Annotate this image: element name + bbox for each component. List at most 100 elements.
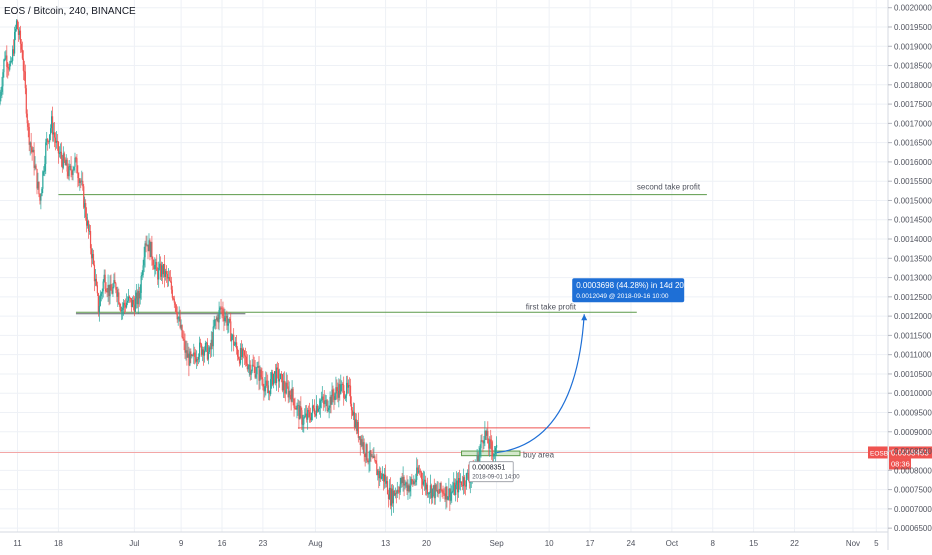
candle-body bbox=[163, 263, 166, 277]
candle-body bbox=[365, 444, 367, 457]
candle-body bbox=[219, 307, 221, 310]
candle-body bbox=[352, 411, 355, 416]
candle-body bbox=[59, 151, 61, 154]
candle-body bbox=[343, 385, 345, 398]
candle-body bbox=[464, 485, 467, 487]
candle-body bbox=[389, 487, 392, 506]
y-tick-label: 0.0013500 bbox=[894, 254, 932, 263]
candle-body bbox=[251, 364, 253, 372]
candle-body bbox=[226, 315, 228, 326]
candle-body bbox=[6, 55, 8, 67]
candle-body bbox=[71, 171, 73, 175]
candle-body bbox=[266, 380, 268, 386]
candle-body bbox=[309, 411, 311, 418]
candle-body bbox=[245, 356, 247, 364]
candle-body bbox=[306, 413, 308, 420]
candle-body bbox=[60, 151, 62, 160]
candle-body bbox=[12, 49, 14, 61]
candle-body bbox=[267, 385, 269, 394]
candle-body bbox=[314, 414, 317, 416]
candle-body bbox=[88, 231, 91, 232]
candle-body bbox=[463, 477, 466, 486]
candle-body bbox=[155, 262, 157, 265]
candle-body bbox=[278, 379, 281, 382]
candle-body bbox=[422, 481, 425, 485]
candle-body bbox=[199, 342, 201, 357]
candle-body bbox=[218, 309, 220, 323]
candle-body bbox=[375, 460, 377, 464]
candle-body bbox=[466, 472, 468, 474]
candle-body bbox=[212, 326, 214, 347]
candle-body bbox=[341, 384, 343, 385]
candle-body bbox=[54, 137, 57, 143]
candle-body bbox=[416, 467, 418, 480]
candle-body bbox=[398, 491, 400, 493]
candle-body bbox=[283, 380, 285, 391]
candle-body bbox=[46, 138, 48, 143]
countdown-badge bbox=[889, 458, 911, 470]
candle-body bbox=[364, 453, 366, 457]
candle-body bbox=[115, 283, 117, 290]
candle-body bbox=[334, 393, 336, 400]
candle-body bbox=[377, 470, 379, 476]
candle-body bbox=[78, 178, 80, 183]
candle-body bbox=[478, 454, 480, 467]
candle-body bbox=[259, 369, 261, 381]
candle-body bbox=[204, 343, 207, 351]
candle-body bbox=[358, 436, 360, 438]
projection-label-line2: 0.0012049 @ 2018-09-16 10:00 bbox=[576, 293, 669, 300]
x-tick-label: Sep bbox=[489, 539, 504, 548]
candle-body bbox=[241, 348, 244, 358]
projection-label-line1: 0.0003698 (44.28%) in 14d 20h bbox=[576, 281, 688, 290]
candle-body bbox=[316, 405, 319, 412]
candle-body bbox=[14, 29, 17, 32]
candle-body bbox=[117, 292, 119, 297]
candle-body bbox=[384, 474, 386, 482]
candle-body bbox=[192, 355, 194, 356]
candle-body bbox=[202, 349, 205, 356]
candle-body bbox=[21, 49, 23, 59]
candle-body bbox=[423, 479, 426, 482]
projection-arrowhead bbox=[581, 314, 588, 321]
candle-body bbox=[311, 405, 314, 413]
candle-body bbox=[43, 171, 45, 173]
x-tick-label: 20 bbox=[422, 539, 431, 548]
candle-body bbox=[320, 400, 322, 401]
candle-body bbox=[171, 289, 173, 298]
candle-body bbox=[373, 456, 375, 458]
candle-body bbox=[405, 482, 407, 484]
candle-body bbox=[450, 492, 452, 501]
candle-body bbox=[318, 407, 320, 409]
y-tick-label: 0.0012000 bbox=[894, 312, 932, 321]
candle-body bbox=[302, 424, 304, 426]
candle-body bbox=[455, 484, 457, 495]
x-tick-label: 8 bbox=[711, 539, 716, 548]
candle-body bbox=[42, 171, 44, 189]
candle-body bbox=[96, 285, 98, 294]
candle-body bbox=[36, 169, 38, 189]
candle-body bbox=[441, 490, 443, 492]
candle-body bbox=[297, 405, 299, 406]
candle-body bbox=[68, 166, 70, 177]
y-tick-label: 0.0015500 bbox=[894, 177, 932, 186]
candle-body bbox=[327, 409, 329, 411]
candle-body bbox=[240, 347, 243, 358]
candle-body bbox=[368, 461, 370, 463]
candle-body bbox=[347, 385, 350, 388]
x-tick-label: 9 bbox=[179, 539, 184, 548]
candle-body bbox=[105, 288, 107, 292]
x-tick-label: Aug bbox=[308, 539, 322, 548]
candle-body bbox=[234, 344, 236, 346]
candle-body bbox=[26, 113, 28, 124]
candle-body bbox=[378, 470, 380, 479]
candle-body bbox=[421, 479, 424, 485]
candle-body bbox=[233, 334, 235, 346]
candle-body bbox=[292, 388, 294, 399]
candle-body bbox=[274, 371, 277, 384]
candle-body bbox=[329, 396, 331, 408]
candle-body bbox=[20, 43, 23, 50]
candle-body bbox=[458, 478, 461, 483]
candle-body bbox=[236, 342, 238, 349]
